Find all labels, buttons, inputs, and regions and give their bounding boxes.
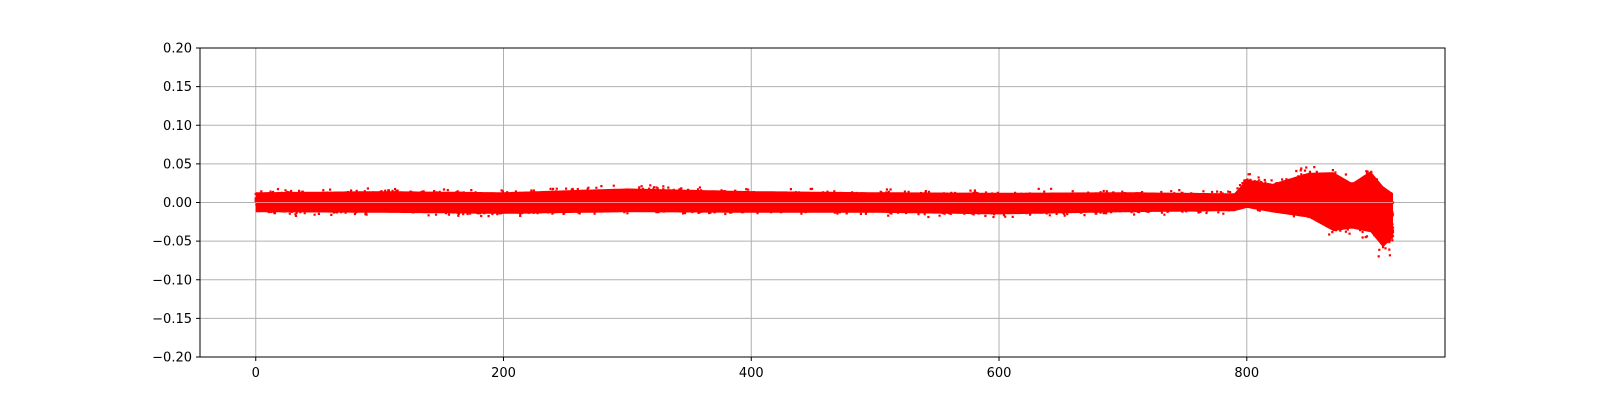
y-tick-label: 0.15 [163, 80, 192, 95]
x-tick-label: 400 [739, 366, 764, 381]
y-tick-label: 0.20 [163, 42, 192, 57]
x-axis-ticks: 0 200 400 600 800 [252, 357, 1259, 381]
x-tick-label: 600 [987, 366, 1012, 381]
x-tick-label: 200 [491, 366, 516, 381]
y-tick-label: −0.05 [152, 235, 192, 250]
y-axis-ticks: −0.20 −0.15 −0.10 −0.05 0.00 0.05 0.10 0.15 0.20 [152, 42, 200, 366]
scatter-core-band [255, 171, 1394, 248]
y-tick-label: −0.10 [152, 273, 192, 288]
x-tick-label: 800 [1234, 366, 1259, 381]
y-tick-label: 0.05 [163, 157, 192, 172]
data-points [254, 166, 1395, 258]
y-tick-label: −0.15 [152, 312, 192, 327]
x-tick-label: 0 [252, 366, 260, 381]
y-tick-label: 0.00 [163, 196, 192, 211]
y-tick-label: −0.20 [152, 351, 192, 366]
y-tick-label: 0.10 [163, 119, 192, 134]
